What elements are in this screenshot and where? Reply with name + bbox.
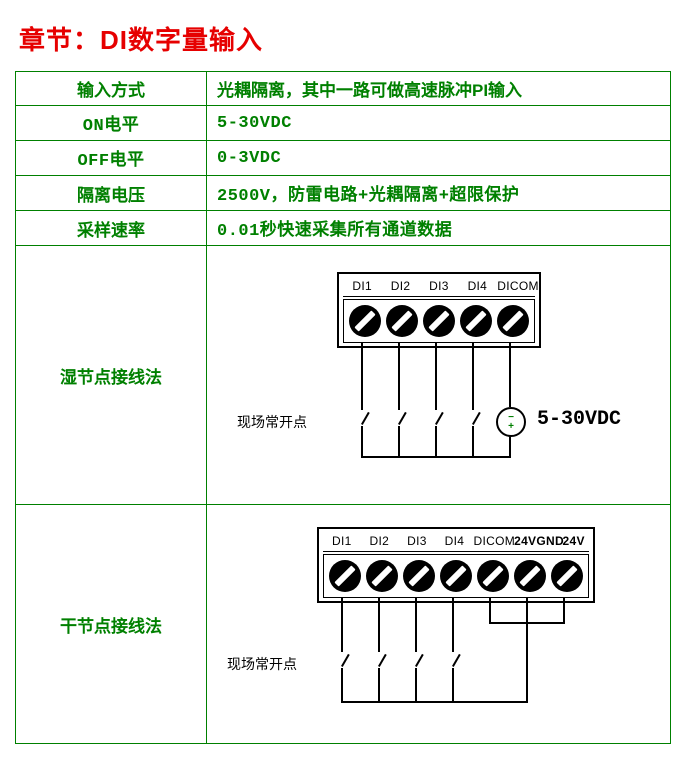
- term-label: DI4: [459, 279, 496, 293]
- term-label: DICOM: [497, 279, 534, 293]
- screw-terminal-icon: [349, 305, 381, 337]
- term-label: DI1: [323, 534, 360, 548]
- screw-terminal-icon: [440, 560, 472, 592]
- screw-terminal-icon: [423, 305, 455, 337]
- table-row: ON电平 5-30VDC: [16, 106, 671, 141]
- no-contact-icon: [341, 652, 357, 668]
- table-row: 输入方式 光耦隔离，其中一路可做高速脉冲PI输入: [16, 72, 671, 106]
- cell-value: 2500V，防雷电路+光耦隔离+超限保护: [207, 176, 671, 211]
- term-label: 24VGND: [514, 534, 558, 548]
- cell-label: OFF电平: [16, 141, 207, 176]
- cell-value: 5-30VDC: [207, 106, 671, 141]
- table-row: 采样速率 0.01秒快速采集所有通道数据: [16, 211, 671, 246]
- wet-contact-diagram: DI1 DI2 DI3 DI4 DICOM: [207, 246, 671, 505]
- cell-value: 光耦隔离，其中一路可做高速脉冲PI输入: [207, 72, 671, 106]
- spec-table: 输入方式 光耦隔离，其中一路可做高速脉冲PI输入 ON电平 5-30VDC OF…: [15, 71, 671, 744]
- screw-terminal-icon: [366, 560, 398, 592]
- field-contact-label: 现场常开点: [237, 412, 307, 432]
- no-contact-icon: [378, 652, 394, 668]
- screw-terminal-icon: [329, 560, 361, 592]
- term-label: DICOM: [474, 534, 514, 548]
- no-contact-icon: [435, 410, 451, 426]
- screw-terminal-icon: [403, 560, 435, 592]
- voltage-label: 5-30VDC: [537, 408, 621, 431]
- screw-terminal-icon: [477, 560, 509, 592]
- cell-label: 隔离电压: [16, 176, 207, 211]
- cell-value: 0.01秒快速采集所有通道数据: [207, 211, 671, 246]
- term-label: DI4: [436, 534, 473, 548]
- table-row: 隔离电压 2500V，防雷电路+光耦隔离+超限保护: [16, 176, 671, 211]
- field-contact-label: 现场常开点: [227, 654, 297, 674]
- term-label: DI1: [344, 279, 381, 293]
- terminal-labels: DI1 DI2 DI3 DI4 DICOM: [343, 277, 535, 297]
- table-row: 干节点接线法 DI1 DI2 DI3 DI4 DICOM 24VGND 24V: [16, 505, 671, 744]
- table-row: 湿节点接线法 DI1 DI2 DI3 DI4 DICOM: [16, 246, 671, 505]
- cell-label: 湿节点接线法: [16, 246, 207, 505]
- no-contact-icon: [452, 652, 468, 668]
- cell-label: 干节点接线法: [16, 505, 207, 744]
- battery-plus: +: [508, 422, 514, 431]
- cell-label: 输入方式: [16, 72, 207, 106]
- term-label: DI2: [382, 279, 419, 293]
- no-contact-icon: [398, 410, 414, 426]
- screw-terminal-icon: [551, 560, 583, 592]
- section-title: 章节：DI数字量输入: [19, 20, 671, 57]
- term-label: DI3: [398, 534, 435, 548]
- cell-value: 0-3VDC: [207, 141, 671, 176]
- no-contact-icon: [415, 652, 431, 668]
- cell-label: 采样速率: [16, 211, 207, 246]
- screw-terminal-icon: [460, 305, 492, 337]
- term-label: DI2: [361, 534, 398, 548]
- screw-terminal-icon: [514, 560, 546, 592]
- dc-source-icon: − +: [496, 407, 526, 437]
- cell-label: ON电平: [16, 106, 207, 141]
- term-label: 24V: [559, 534, 589, 548]
- term-label: DI3: [420, 279, 457, 293]
- screw-terminal-icon: [497, 305, 529, 337]
- screw-terminal-icon: [386, 305, 418, 337]
- terminal-labels: DI1 DI2 DI3 DI4 DICOM 24VGND 24V: [323, 532, 589, 552]
- no-contact-icon: [472, 410, 488, 426]
- no-contact-icon: [361, 410, 377, 426]
- table-row: OFF电平 0-3VDC: [16, 141, 671, 176]
- dry-contact-diagram: DI1 DI2 DI3 DI4 DICOM 24VGND 24V: [207, 505, 671, 744]
